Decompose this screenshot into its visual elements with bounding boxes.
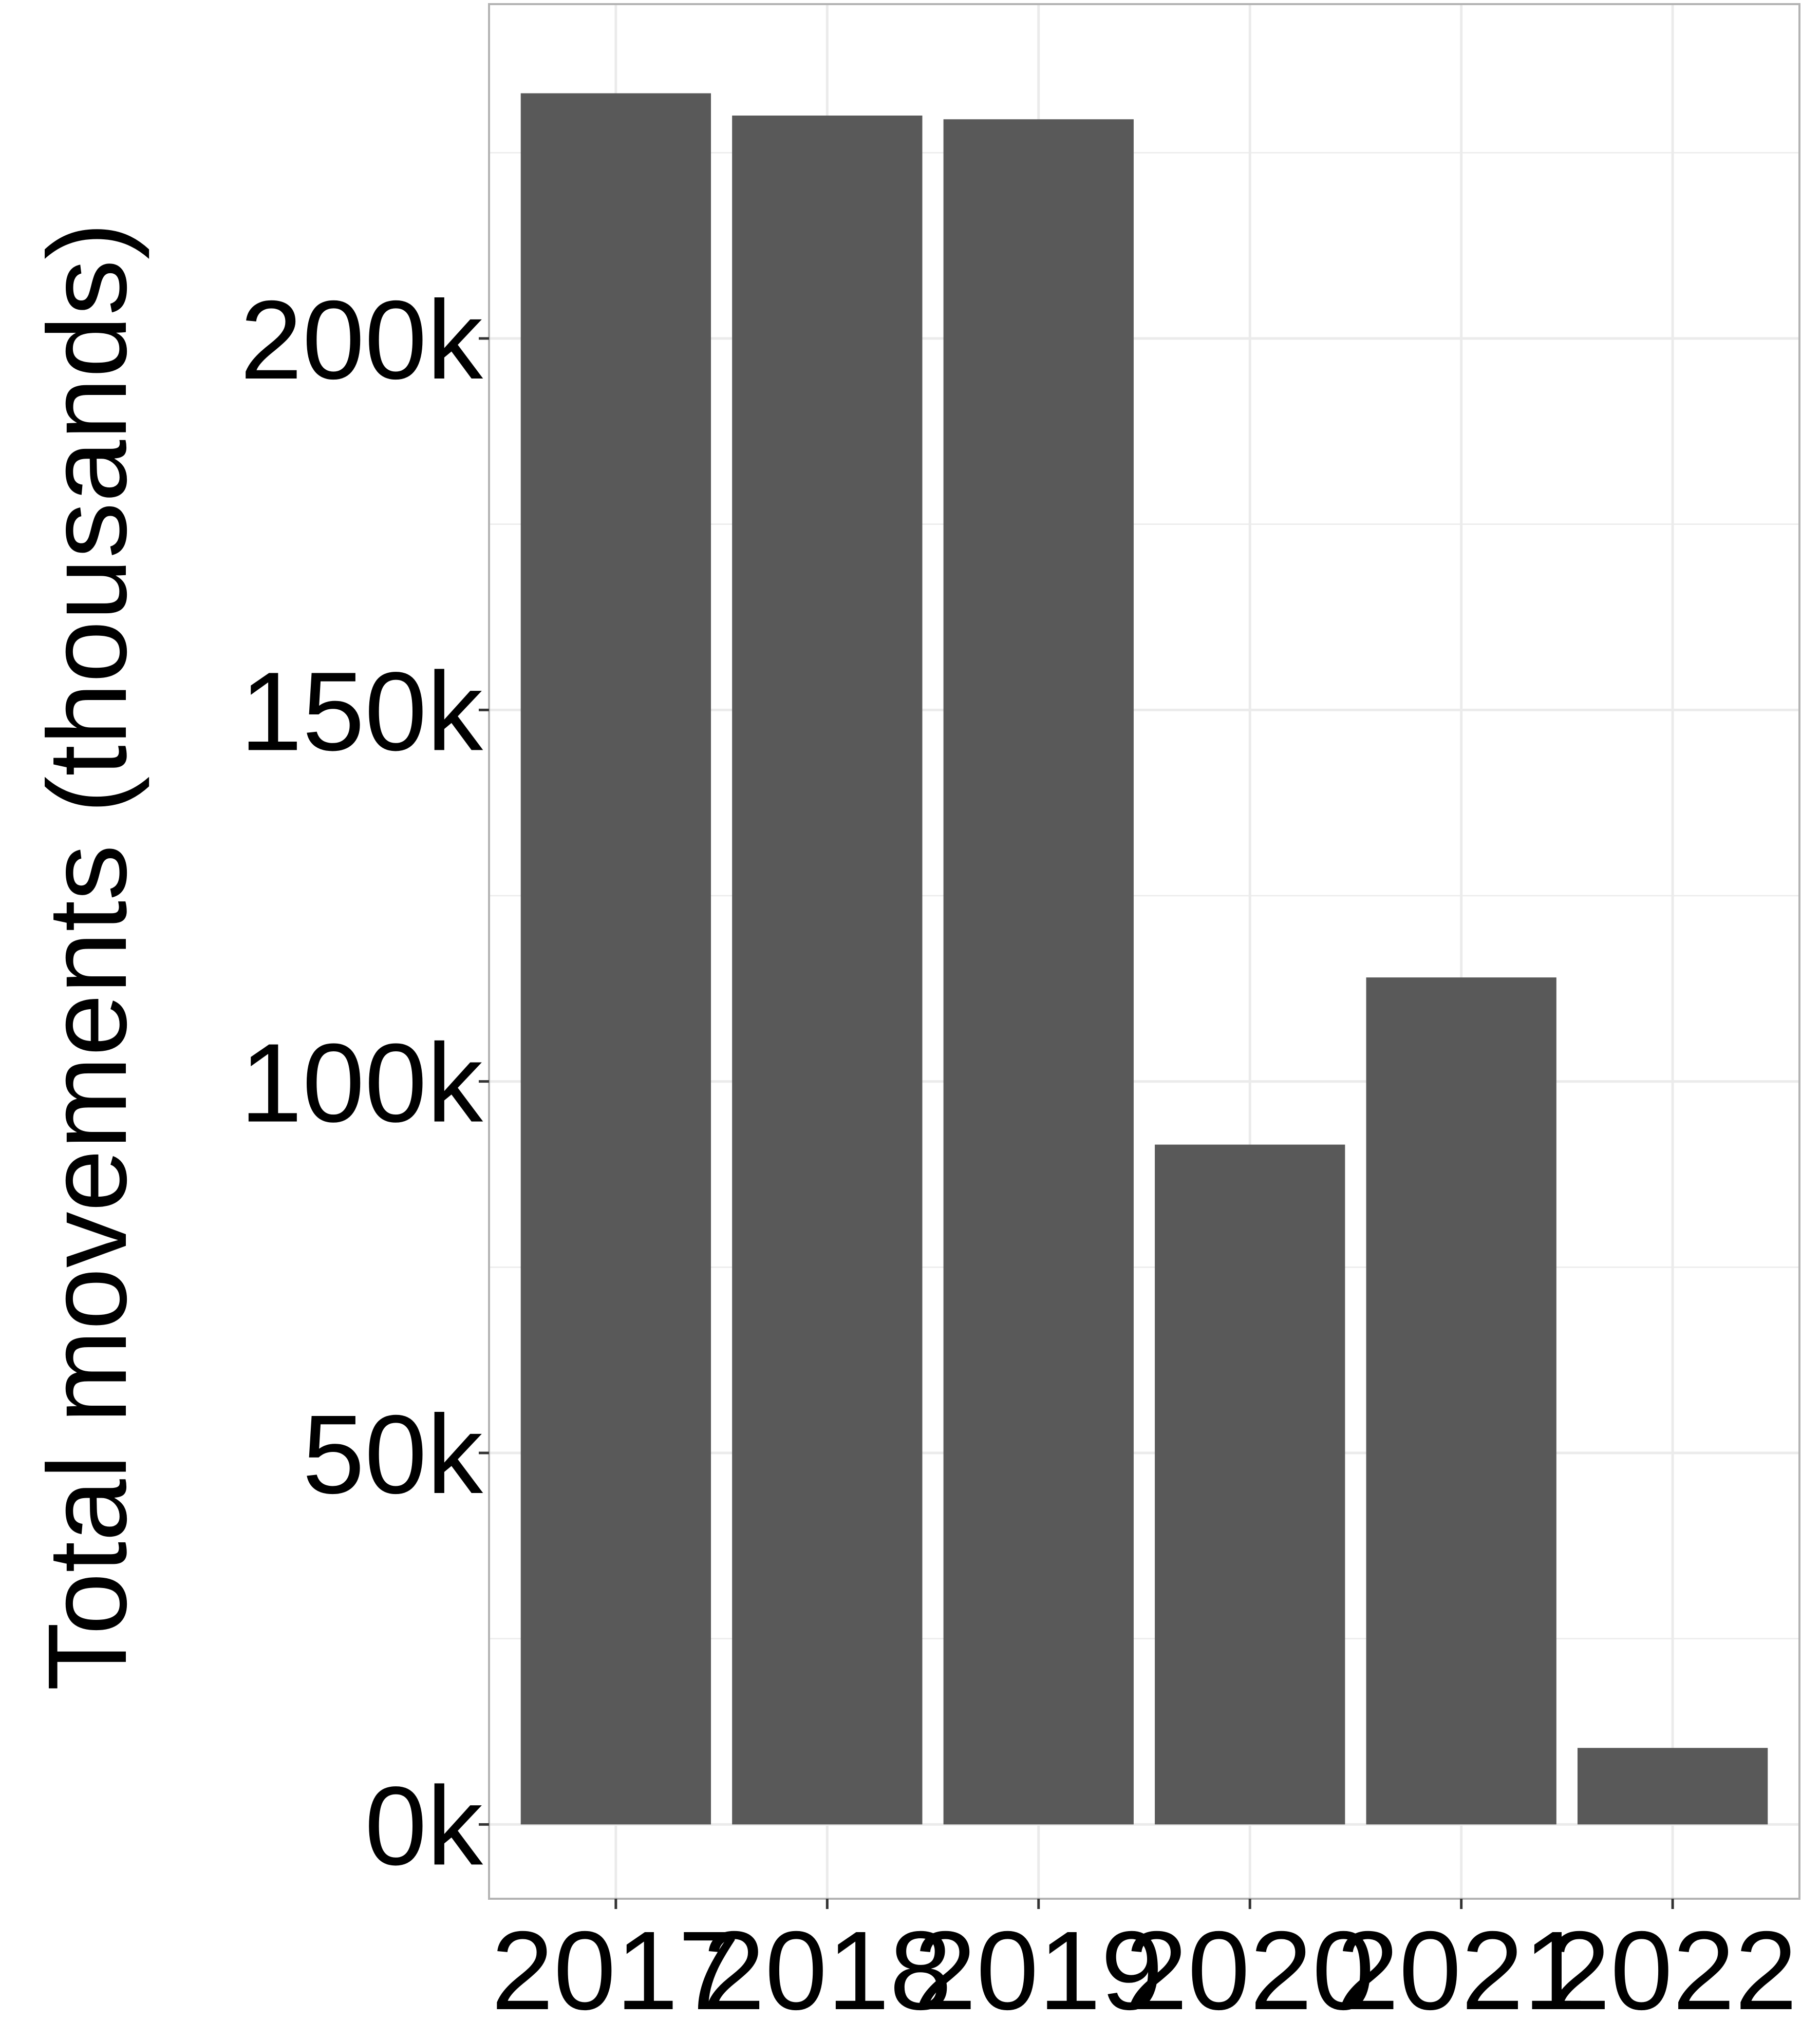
- bar-2020: [1155, 1144, 1345, 1825]
- bar-2019: [943, 119, 1134, 1825]
- bar-2018: [732, 116, 923, 1825]
- y-tick-label: 100k: [240, 1021, 483, 1146]
- panel-border: [488, 3, 1800, 1900]
- y-tick-label: 200k: [240, 278, 483, 403]
- x-tick-label: 2021: [1337, 1908, 1586, 2022]
- x-tick-label: 2019: [914, 1908, 1163, 2022]
- bar-2017: [520, 93, 711, 1825]
- y-axis-label: Total movements (thousands): [25, 222, 150, 1691]
- x-tick-label: 2020: [1125, 1908, 1375, 2022]
- y-tick-label: 150k: [240, 649, 483, 774]
- y-tick-label: 50k: [303, 1392, 483, 1517]
- x-tick-label: 2017: [491, 1908, 740, 2022]
- x-tick-label: 2018: [703, 1908, 952, 2022]
- bar-2022: [1577, 1748, 1768, 1825]
- bar-2021: [1366, 977, 1556, 1825]
- bars: [520, 93, 1768, 1825]
- y-axis: 0k 50k 100k 150k 200k: [240, 278, 489, 1888]
- y-tick-label: 0k: [365, 1764, 483, 1888]
- x-tick-label: 2022: [1548, 1908, 1797, 2022]
